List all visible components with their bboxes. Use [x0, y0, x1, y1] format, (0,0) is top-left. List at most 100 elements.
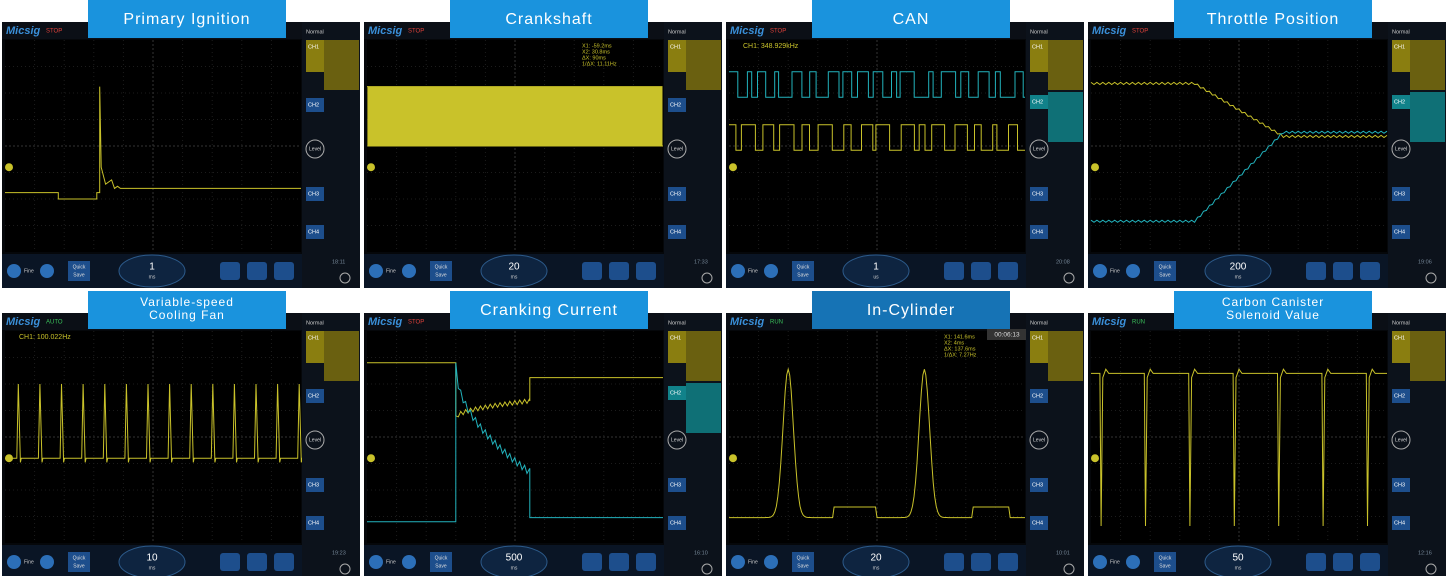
ch2-button[interactable] [306, 389, 324, 403]
ch4-button[interactable] [1030, 225, 1048, 239]
down-button[interactable] [1126, 555, 1140, 569]
quick-save[interactable] [430, 552, 452, 572]
readout: CH1: 348.929kHz [743, 43, 799, 50]
menu-button[interactable] [701, 563, 713, 575]
ch4-button[interactable] [306, 516, 324, 530]
tool-button[interactable] [1360, 553, 1380, 571]
up-button[interactable] [1093, 555, 1107, 569]
tool-button[interactable] [1306, 262, 1326, 280]
menu-button[interactable] [701, 272, 713, 284]
menu-button[interactable] [339, 563, 351, 575]
tool-button[interactable] [998, 262, 1018, 280]
ch4-button[interactable] [1030, 516, 1048, 530]
quick-save[interactable] [68, 552, 90, 572]
tool-button[interactable] [971, 553, 991, 571]
ch3-button[interactable] [1392, 478, 1410, 492]
menu-button[interactable] [1063, 563, 1075, 575]
menu-button[interactable] [1425, 272, 1437, 284]
ch3-button[interactable] [1030, 478, 1048, 492]
ch2-button[interactable] [1030, 389, 1048, 403]
brand: Micsig [1092, 316, 1127, 328]
menu-button[interactable] [1425, 563, 1437, 575]
down-button[interactable] [1126, 264, 1140, 278]
ch2-button[interactable] [1030, 95, 1048, 109]
down-button[interactable] [764, 264, 778, 278]
ch3-button[interactable] [306, 187, 324, 201]
up-button[interactable] [369, 264, 383, 278]
tool-button[interactable] [1333, 553, 1353, 571]
level-knob[interactable] [667, 139, 687, 159]
ch2-button[interactable] [1392, 389, 1410, 403]
tool-button[interactable] [220, 262, 240, 280]
level-knob[interactable] [667, 430, 687, 450]
timebase-dial[interactable] [842, 254, 910, 288]
level-knob[interactable] [305, 430, 325, 450]
ch4-button[interactable] [306, 225, 324, 239]
tool-button[interactable] [944, 262, 964, 280]
tool-button[interactable] [609, 553, 629, 571]
tool-button[interactable] [944, 553, 964, 571]
quick-save[interactable] [1154, 552, 1176, 572]
tool-button[interactable] [247, 553, 267, 571]
level-knob[interactable] [1029, 430, 1049, 450]
timebase-dial[interactable] [1204, 254, 1272, 288]
quick-save[interactable] [1154, 261, 1176, 281]
down-button[interactable] [764, 555, 778, 569]
level-knob[interactable] [1029, 139, 1049, 159]
ch3-button[interactable] [668, 187, 686, 201]
tool-button[interactable] [1333, 262, 1353, 280]
down-button[interactable] [40, 555, 54, 569]
down-button[interactable] [402, 264, 416, 278]
tool-button[interactable] [971, 262, 991, 280]
ch4-button[interactable] [668, 225, 686, 239]
level-knob[interactable] [1391, 139, 1411, 159]
fine-label: Fine [748, 268, 758, 274]
tool-button[interactable] [274, 262, 294, 280]
ch3-button[interactable] [1030, 187, 1048, 201]
tool-button[interactable] [1360, 262, 1380, 280]
ch2-button[interactable] [1392, 95, 1410, 109]
ch2-button[interactable] [306, 98, 324, 112]
ch4-button[interactable] [1392, 516, 1410, 530]
ch4-button[interactable] [668, 516, 686, 530]
tool-button[interactable] [247, 262, 267, 280]
tool-button[interactable] [636, 262, 656, 280]
up-button[interactable] [731, 264, 745, 278]
tool-button[interactable] [582, 262, 602, 280]
level-knob[interactable] [305, 139, 325, 159]
menu-button[interactable] [1063, 272, 1075, 284]
ch3-button[interactable] [306, 478, 324, 492]
tool-button[interactable] [998, 553, 1018, 571]
up-button[interactable] [1093, 264, 1107, 278]
tool-button[interactable] [1306, 553, 1326, 571]
tool-button[interactable] [636, 553, 656, 571]
timebase-dial[interactable] [118, 254, 186, 288]
quick-save[interactable] [792, 261, 814, 281]
tool-button[interactable] [582, 553, 602, 571]
fine-label: Fine [24, 268, 34, 274]
up-button[interactable] [7, 555, 21, 569]
up-button[interactable] [7, 264, 21, 278]
ch3-label: CH3 [1394, 482, 1405, 488]
ch2-button[interactable] [668, 386, 686, 400]
ch3-button[interactable] [668, 478, 686, 492]
tool-button[interactable] [220, 553, 240, 571]
ch2-button[interactable] [668, 98, 686, 112]
ch4-button[interactable] [1392, 225, 1410, 239]
down-button[interactable] [40, 264, 54, 278]
level-knob[interactable] [1391, 430, 1411, 450]
timebase-dial[interactable] [480, 254, 548, 288]
save-label: Save [797, 272, 809, 278]
up-button[interactable] [731, 555, 745, 569]
tool-button[interactable] [609, 262, 629, 280]
panel-title: Cooling Fan [149, 308, 225, 322]
ch3-button[interactable] [1392, 187, 1410, 201]
quick-label: Quick [797, 264, 810, 270]
quick-save[interactable] [430, 261, 452, 281]
menu-button[interactable] [339, 272, 351, 284]
quick-save[interactable] [68, 261, 90, 281]
quick-save[interactable] [792, 552, 814, 572]
down-button[interactable] [402, 555, 416, 569]
up-button[interactable] [369, 555, 383, 569]
tool-button[interactable] [274, 553, 294, 571]
